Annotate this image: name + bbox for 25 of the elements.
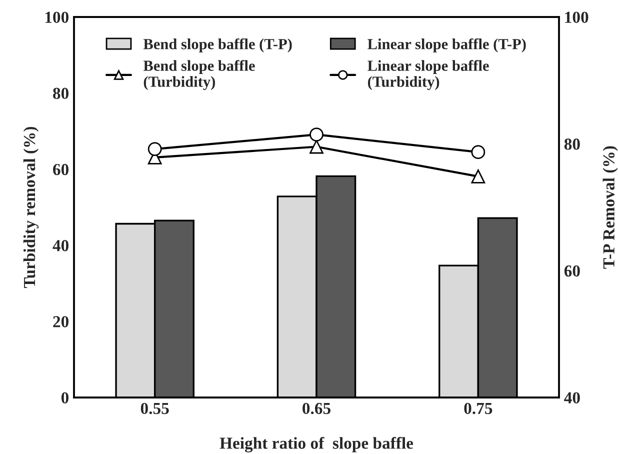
point (148, 142, 162, 156)
y-tick-label: 40 (52, 240, 69, 252)
y-tick-label: 0 (61, 392, 69, 404)
x-tick-label: 0.55 (140, 402, 169, 414)
y2-tick-label: 80 (564, 138, 580, 150)
legend-label: Bend slope baffle (Turbidity) (143, 60, 255, 90)
y2-tick-label: 100 (565, 12, 588, 23)
point (471, 145, 486, 160)
y-tick-label: 60 (53, 164, 69, 176)
y2-axis-title: T-P Removal (%) (602, 146, 618, 269)
point (310, 128, 324, 142)
x-tick-label: 0.75 (464, 402, 492, 414)
x-tick-label: 0.65 (302, 402, 330, 414)
y2-tick-label: 40 (564, 392, 580, 404)
legend-label: Bend slope baffle (T-P) (143, 38, 292, 52)
legend-label: Linear slope baffle (T-P) (368, 38, 526, 52)
legend-label: Linear slope baffle (Turbidity) (368, 60, 489, 90)
y-axis-title: Turbidity removal (%) (23, 126, 39, 288)
x-axis-title: Height ratio of slope baffle (220, 436, 414, 452)
point (471, 169, 486, 184)
y-tick-label: 100 (45, 12, 69, 23)
y-tick-label: 80 (53, 88, 69, 100)
y2-tick-label: 60 (564, 265, 580, 277)
point (310, 140, 324, 154)
y-tick-label: 20 (53, 316, 69, 328)
